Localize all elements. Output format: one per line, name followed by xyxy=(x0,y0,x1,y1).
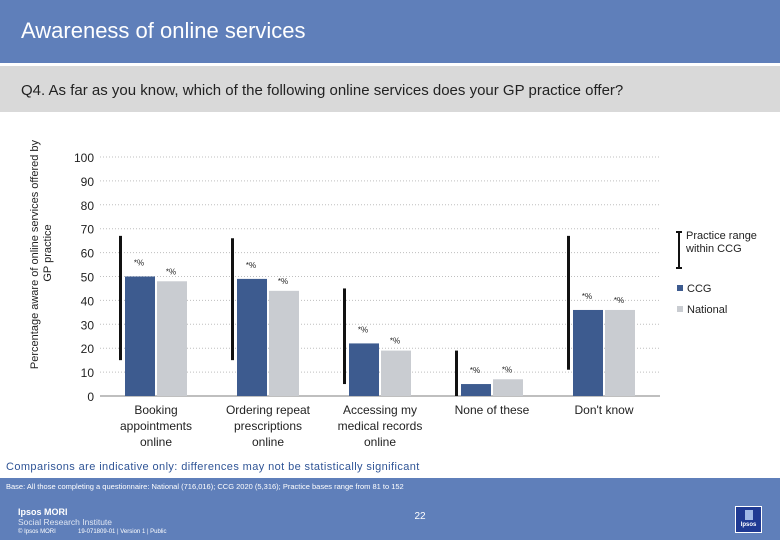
category-label: Don't know xyxy=(575,403,634,417)
practice-range-line xyxy=(343,288,346,385)
y-tick-label-10: 10 xyxy=(81,366,95,380)
national-bar xyxy=(605,309,635,396)
legend-swatch-national xyxy=(677,306,683,312)
y-axis-label: Percentage aware of online services offe… xyxy=(29,137,54,369)
job-info-text: 19-071809-01 | Version 1 | Public xyxy=(78,529,167,535)
institute-logo-text: Social Research Institute xyxy=(18,517,113,527)
legend-range-label: within CCG xyxy=(685,243,742,255)
category-label: None of these xyxy=(455,403,530,417)
y-tick-label-80: 80 xyxy=(81,199,95,213)
bars xyxy=(125,276,635,396)
category-label: online xyxy=(140,435,172,449)
category-label: Booking xyxy=(134,403,177,417)
data-labels: *% *% *% *% *% *% *% *% *% *% xyxy=(134,259,624,376)
national-bar xyxy=(269,290,299,396)
category-label: prescriptions xyxy=(234,419,302,433)
ccg-data-label: *% xyxy=(358,325,368,334)
national-data-label: *% xyxy=(166,267,176,276)
copyright-text: © Ipsos MORI xyxy=(18,529,56,535)
category-label: Accessing my xyxy=(343,403,417,417)
ccg-bar xyxy=(349,343,379,396)
category-label: online xyxy=(252,435,284,449)
practice-range-line xyxy=(455,350,458,396)
practice-ranges xyxy=(119,235,570,396)
y-axis-label-line-2: GP practice xyxy=(42,224,54,281)
category-label: appointments xyxy=(120,419,192,433)
y-tick-label-70: 70 xyxy=(81,223,95,237)
legend-label-ccg: CCG xyxy=(687,283,711,295)
national-data-label: *% xyxy=(502,365,512,374)
ipsos-logo-text: Ipsos MORI xyxy=(18,507,68,517)
practice-range-line xyxy=(119,235,122,361)
legend-swatch-ccg xyxy=(677,285,683,291)
ccg-bar xyxy=(461,384,491,396)
comparison-note: Comparisons are indicative only: differe… xyxy=(6,461,420,473)
national-data-label: *% xyxy=(614,296,624,305)
ipsos-corner-logo: Ipsos xyxy=(735,506,762,533)
y-axis-label-line-1: Percentage aware of online services offe… xyxy=(29,139,41,369)
question-band xyxy=(0,66,780,112)
practice-range-line xyxy=(231,238,234,361)
y-tick-label-60: 60 xyxy=(81,247,95,261)
national-bar xyxy=(157,281,187,396)
ccg-data-label: *% xyxy=(134,259,144,268)
practice-range-line xyxy=(567,235,570,370)
national-data-label: *% xyxy=(278,277,288,286)
ccg-bar xyxy=(573,309,603,396)
question-text: Q4. As far as you know, which of the fol… xyxy=(21,82,624,99)
national-data-label: *% xyxy=(390,337,400,346)
ccg-data-label: *% xyxy=(246,261,256,270)
ccg-data-label: *% xyxy=(470,366,480,375)
category-label: medical records xyxy=(338,419,423,433)
title-band xyxy=(0,0,780,63)
y-tick-label-20: 20 xyxy=(81,342,95,356)
page-title: Awareness of online services xyxy=(21,18,306,43)
logo-mark-text: Ipsos xyxy=(740,522,757,528)
y-tick-label-100: 100 xyxy=(74,151,94,165)
legend-range-label: Practice range xyxy=(686,230,757,242)
ccg-bar xyxy=(125,276,155,396)
national-bar xyxy=(493,379,523,396)
ccg-bar xyxy=(237,278,267,396)
y-tick-label-30: 30 xyxy=(81,318,95,332)
gridlines xyxy=(100,156,660,397)
national-bar xyxy=(381,350,411,396)
footer-band xyxy=(0,478,780,540)
ccg-data-label: *% xyxy=(582,292,592,301)
category-label: Ordering repeat xyxy=(226,403,311,417)
base-note: Base: All those completing a questionnai… xyxy=(6,482,404,491)
y-tick-label-40: 40 xyxy=(81,294,95,308)
legend-label-national: National xyxy=(687,304,727,316)
logo-mark-icon xyxy=(745,510,753,520)
category-labels: Booking appointments online Ordering repeat… xyxy=(120,403,634,449)
page-number: 22 xyxy=(414,511,426,522)
y-tick-label-0: 0 xyxy=(87,390,94,404)
y-tick-label-90: 90 xyxy=(81,175,95,189)
y-axis-ticks: 0 10 20 30 40 50 60 70 80 90 100 xyxy=(74,151,94,404)
y-tick-label-50: 50 xyxy=(81,271,95,285)
category-label: online xyxy=(364,435,396,449)
